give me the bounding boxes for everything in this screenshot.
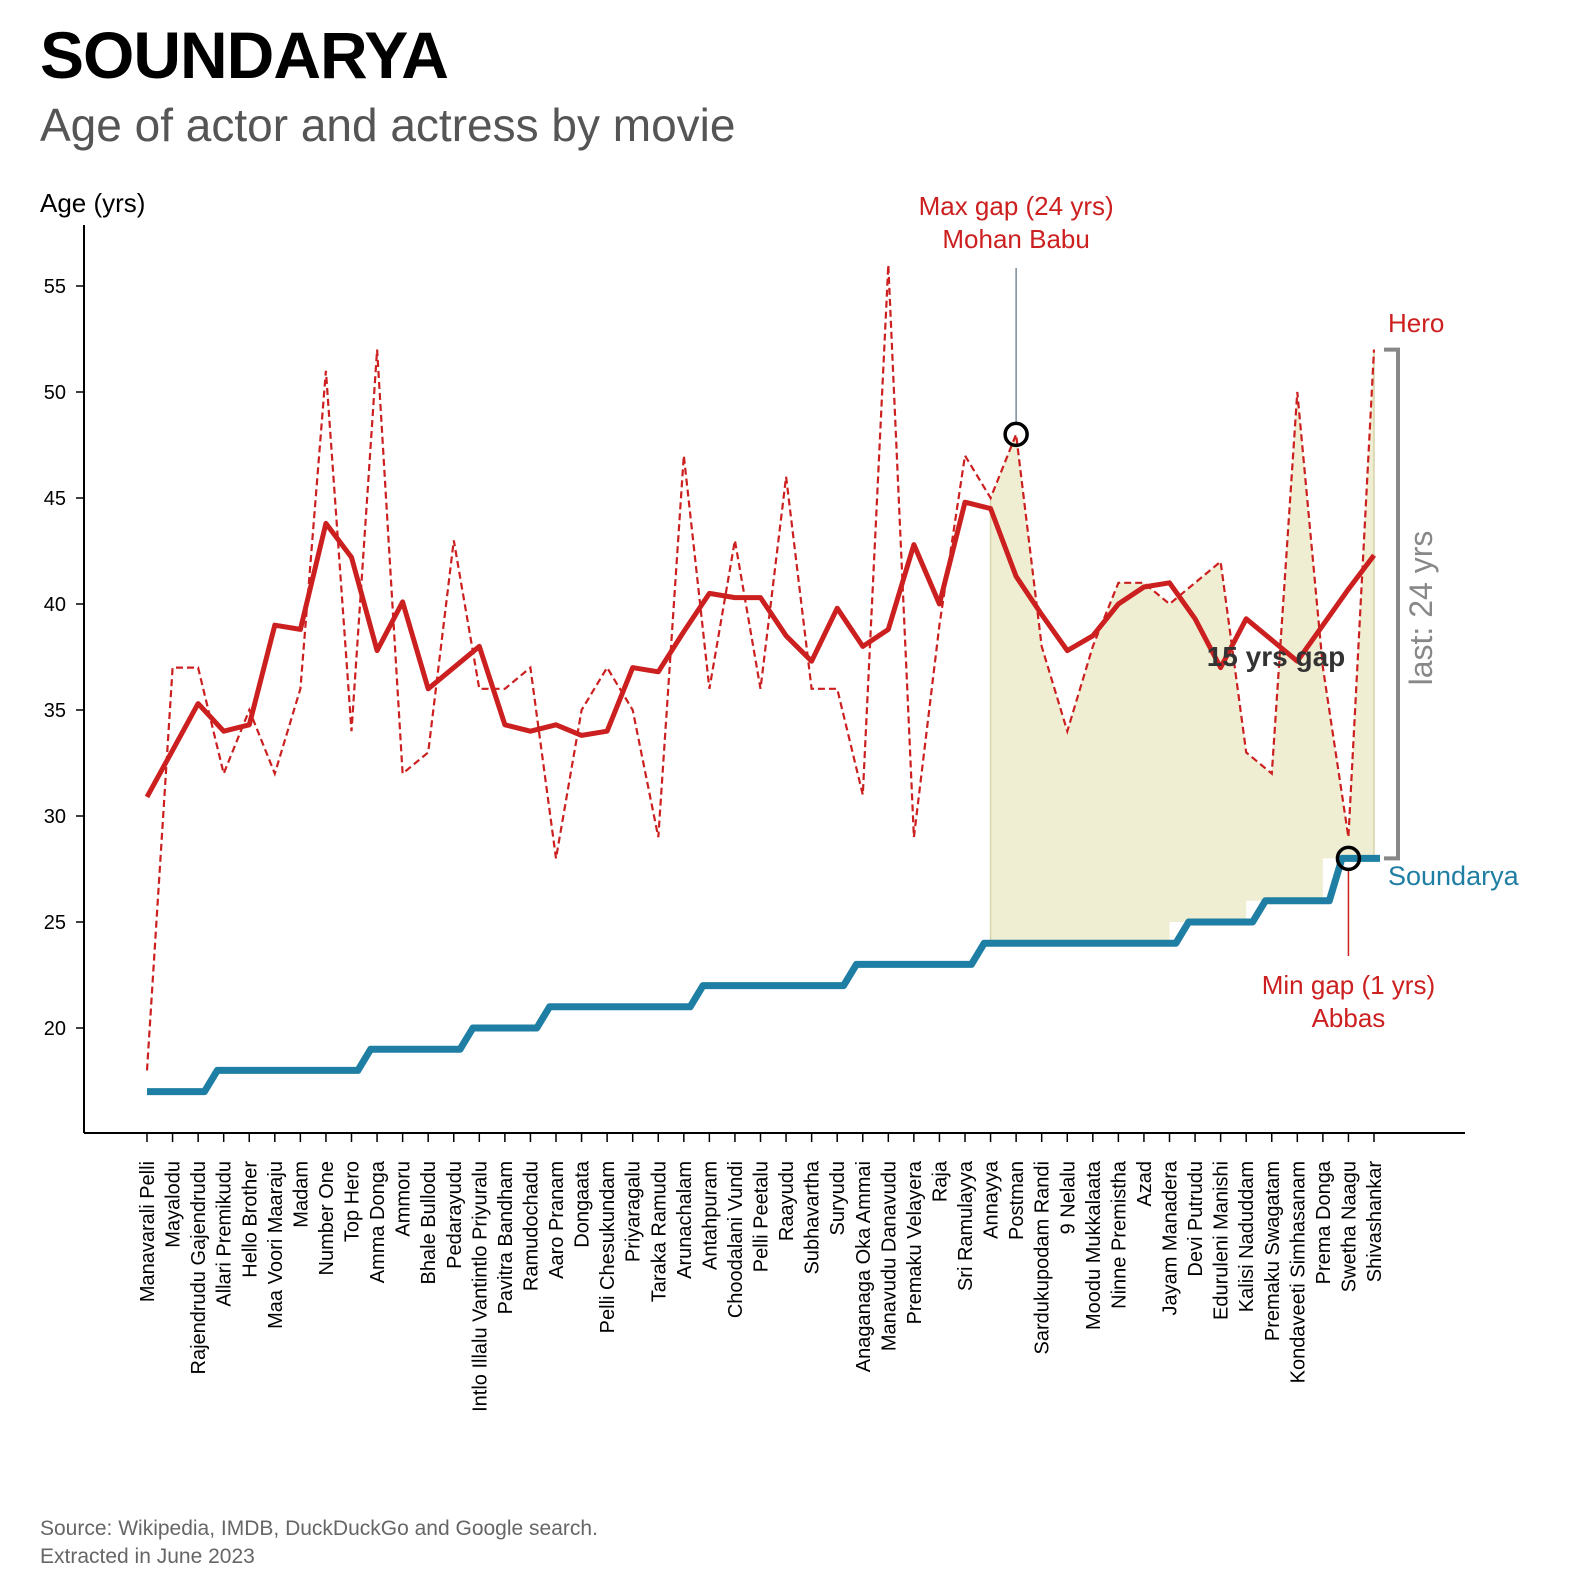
x-tick-label: Sardukupodam Randi (1032, 1161, 1054, 1354)
y-tick-label: 40 (44, 594, 66, 616)
last-gap-bracket (1384, 347, 1400, 861)
x-tick-label: Taraka Ramudu (648, 1161, 670, 1302)
source-note: Source: Wikipedia, IMDB, DuckDuckGo and … (40, 1515, 598, 1571)
gap-band (990, 349, 1374, 944)
last-gap-label: last: 24 yrs (1403, 531, 1439, 686)
soundarya-series-label: Soundarya (1388, 861, 1520, 891)
x-tick-label: Intlo Illalu Vantintlo Priyuralu (469, 1161, 491, 1412)
x-tick-label: Raja (929, 1160, 951, 1202)
hero-average-line (144, 499, 1376, 799)
x-tick-label: Premaku Swagatam (1262, 1161, 1284, 1341)
y-tick-label: 50 (44, 382, 66, 404)
y-axis-label: Age (yrs) (40, 188, 145, 218)
x-tick-label: Jayam Manadera (1160, 1160, 1182, 1315)
gap-label: 15 yrs gap (1207, 641, 1346, 672)
max-gap-marker (1003, 421, 1029, 448)
x-tick-label: Pavitra Bandham (495, 1161, 517, 1314)
x-tick-label: Postman (1006, 1161, 1028, 1240)
x-tick-label: Kalisi Naduddam (1236, 1161, 1258, 1312)
x-tick-label: Number One (316, 1161, 338, 1276)
x-tick-label: Shivashankar (1364, 1161, 1386, 1283)
x-tick-label: 9 Nelalu (1057, 1161, 1079, 1234)
max-gap-label: Mohan Babu (942, 224, 1089, 254)
soundarya-age-line (147, 854, 1380, 1096)
x-tick-label: Top Hero (342, 1161, 364, 1242)
y-tick-label: 35 (44, 700, 66, 722)
x-tick-label: Bhale Bullodu (418, 1161, 440, 1284)
y-tick-label: 55 (44, 276, 66, 298)
y-tick-label: 20 (44, 1018, 66, 1040)
x-tick-label: Annayya (981, 1160, 1003, 1239)
min-gap-label: Abbas (1312, 1003, 1386, 1033)
x-tick-label: Kondaveeti Simhasanam (1287, 1161, 1309, 1383)
chart-subtitle: Age of actor and actress by movie (40, 99, 736, 151)
annotation-layer: Max gap (24 yrs)Mohan Babu Min gap (1 yrs… (919, 191, 1520, 1033)
x-tick-label: Pelli Chesukundam (597, 1161, 619, 1333)
x-tick-label: Sri Ramulayya (955, 1160, 977, 1291)
x-tick-label: Ninne Premistha (1108, 1160, 1130, 1309)
x-tick-label: Hello Brother (239, 1161, 261, 1278)
x-tick-label: Manavarali Pelli (137, 1161, 159, 1302)
x-tick-label: Prema Donga (1313, 1160, 1335, 1284)
hero-series-label: Hero (1388, 308, 1444, 338)
source-line-1: Source: Wikipedia, IMDB, DuckDuckGo and … (40, 1517, 598, 1540)
x-tick-label: Allari Premikudu (214, 1161, 236, 1307)
x-tick-label: Anaganaga Oka Ammai (853, 1161, 875, 1372)
x-tick-label: Pedarayudu (444, 1161, 466, 1269)
gap-band-layer (989, 349, 1375, 944)
x-tick-label: Subhavartha (802, 1160, 824, 1274)
hero-age-line (145, 264, 1376, 1071)
x-tick-label: Ammoru (393, 1161, 415, 1237)
source-line-2: Extracted in June 2023 (40, 1545, 255, 1568)
x-tick-label: Manavudu Danavudu (878, 1161, 900, 1351)
min-gap-marker (1335, 845, 1362, 872)
x-tick-label: Maa Voori Maaraju (265, 1161, 287, 1329)
x-tick-label: Moodu Mukkalaata (1083, 1160, 1105, 1330)
x-tick-label: Azad (1134, 1161, 1156, 1207)
x-tick-label: Swetha Naagu (1338, 1161, 1360, 1292)
axes-layer: Age (yrs) 20 25 30 35 40 45 50 55 Manavarali Pell… (40, 188, 1465, 1412)
chart-title: SOUNDARYA (40, 18, 449, 92)
x-tick-label: Premaku Velayera (904, 1160, 926, 1324)
series-layer (144, 264, 1380, 1096)
x-tick-label: Amma Donga (367, 1160, 389, 1283)
y-tick-label: 30 (44, 806, 66, 828)
x-tick-label: Pelli Peetalu (751, 1161, 773, 1272)
x-tick-label: Mayalodu (163, 1161, 185, 1248)
x-tick-label: Choodalani Vundi (725, 1161, 747, 1318)
y-tick-label: 45 (44, 488, 66, 510)
x-tick-label: Suryudu (827, 1161, 849, 1236)
x-tick-label: Ramudochadu (520, 1161, 542, 1291)
x-tick-label: Eduruleni Manishi (1211, 1161, 1233, 1320)
x-tick-label: Rajendrudu Gajendrudu (188, 1161, 210, 1375)
x-tick-label: Madam (290, 1161, 312, 1228)
x-tick-label: Raayudu (776, 1161, 798, 1241)
x-tick-label: Devi Putrudu (1185, 1161, 1207, 1277)
x-tick-label: Priyaragalu (623, 1161, 645, 1262)
y-tick-label: 25 (44, 912, 66, 934)
x-tick-label: Aaro Pranam (546, 1161, 568, 1279)
max-gap-label: Max gap (24 yrs) (919, 191, 1114, 221)
x-tick-label: Dongaata (572, 1160, 594, 1248)
x-tick-label: Antahpuram (699, 1161, 721, 1270)
min-gap-label: Min gap (1 yrs) (1262, 970, 1435, 1000)
x-tick-label: Arunachalam (674, 1161, 696, 1279)
